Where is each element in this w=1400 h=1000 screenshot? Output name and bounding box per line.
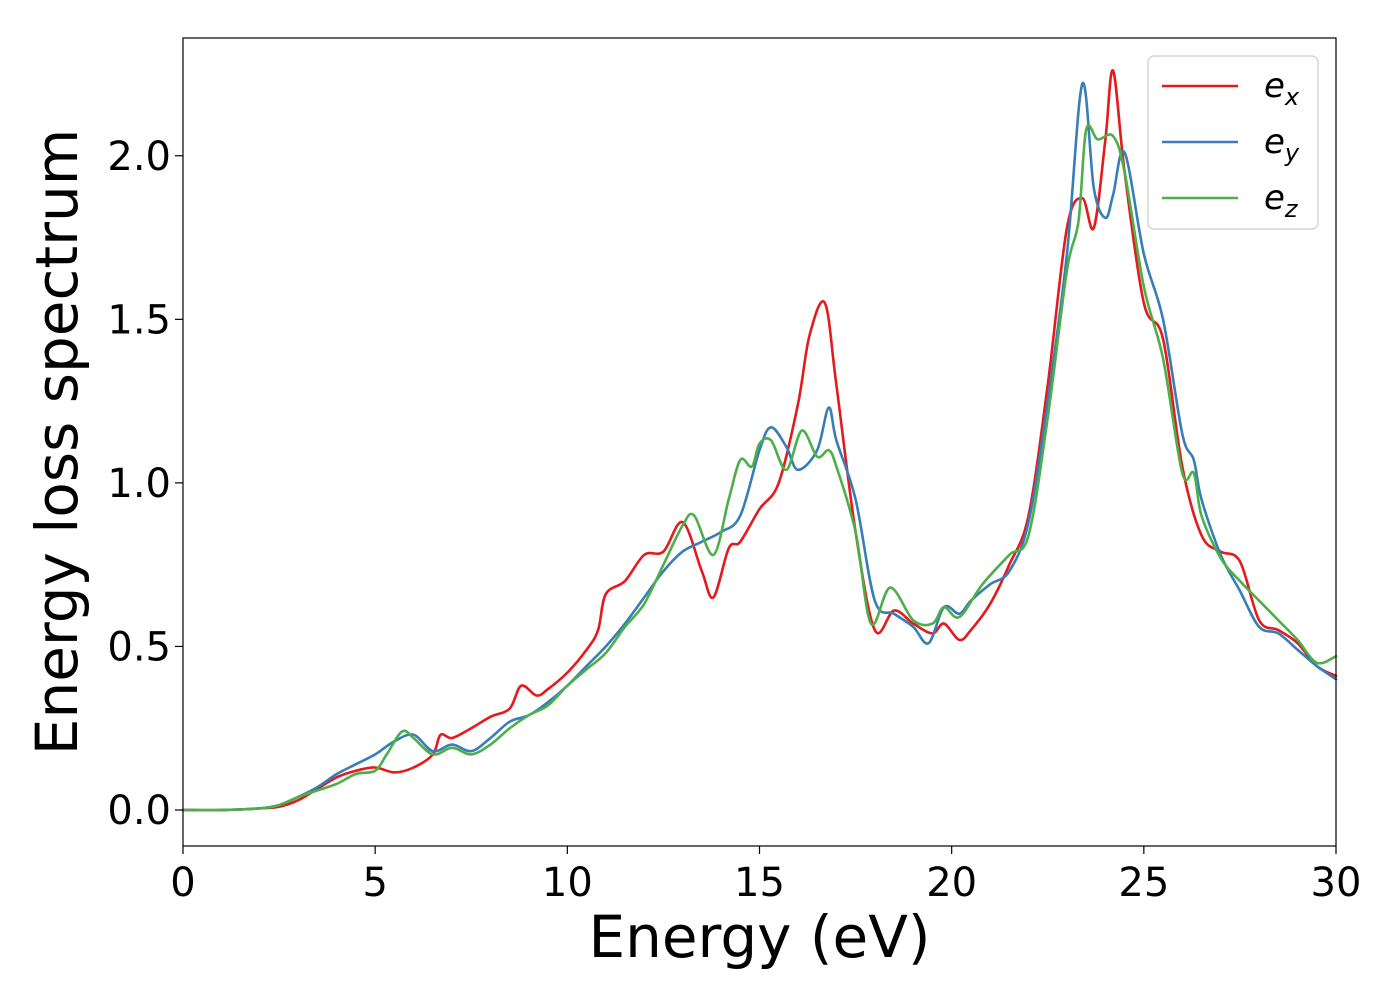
x-tick-label: 20 (926, 860, 977, 906)
x-tick-label: 25 (1118, 860, 1169, 906)
legend-label-z: ez (1264, 178, 1299, 223)
ticks-layer: 0 5 10 15 20 25 30 0.0 0.5 1.0 1.5 2.0 (107, 134, 1361, 906)
series-line-z (181, 123, 1338, 812)
legend-label-x: ex (1264, 66, 1300, 111)
y-tick-label: 1.5 (107, 297, 171, 343)
x-tick-label: 15 (734, 860, 785, 906)
plot-area-frame (182, 37, 1337, 847)
series-line-x (181, 69, 1338, 812)
y-tick-label: 2.0 (107, 134, 171, 180)
legend-label-y: ey (1264, 122, 1300, 167)
x-tick-label: 30 (1311, 860, 1362, 906)
x-tick-label: 10 (542, 860, 593, 906)
y-tick-label: 0.0 (107, 788, 171, 834)
x-axis-title: Energy (eV) (588, 903, 930, 971)
series-layer (181, 69, 1338, 812)
x-tick-label: 0 (170, 860, 195, 906)
series-line-y (181, 81, 1338, 812)
y-tick-label: 0.5 (107, 624, 171, 670)
y-tick-label: 1.0 (107, 461, 171, 507)
legend-entries: ex ey ez (1162, 66, 1300, 223)
legend: ex ey ez (1147, 55, 1319, 230)
x-tick-label: 5 (362, 860, 387, 906)
y-axis-title: Energy loss spectrum (23, 129, 91, 755)
